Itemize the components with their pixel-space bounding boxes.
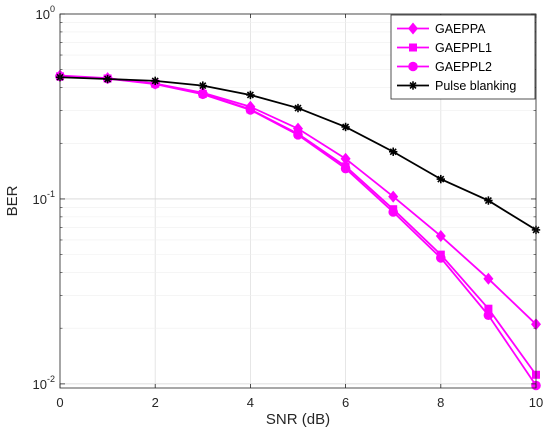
x-tick-label: 0 <box>56 395 63 410</box>
star-stroke <box>389 148 397 156</box>
series-group <box>55 69 541 391</box>
star-stroke <box>409 81 417 90</box>
data-point <box>103 74 112 84</box>
data-point <box>484 304 493 313</box>
data-point <box>245 105 256 115</box>
x-tick-label: 4 <box>247 395 254 410</box>
data-point <box>435 230 446 243</box>
data-point <box>198 89 208 100</box>
x-tick-label: 8 <box>437 395 444 410</box>
legend-marker <box>408 61 418 72</box>
legend-entry: GAEPPL2 <box>435 60 492 74</box>
star-stroke <box>342 123 350 131</box>
data-point <box>483 272 494 285</box>
y-axis-label: BER <box>4 185 21 216</box>
data-point <box>436 174 445 184</box>
data-point <box>388 190 399 203</box>
y-tick-label: 100 <box>36 4 55 22</box>
data-point <box>388 207 399 217</box>
data-point <box>293 103 303 113</box>
legend-entry: Pulse blanking <box>435 79 516 93</box>
star-stroke <box>151 77 159 85</box>
data-point <box>484 196 493 205</box>
data-point <box>436 253 446 263</box>
star-stroke <box>484 197 492 205</box>
plot-border <box>59 13 537 389</box>
x-tick-label: 2 <box>152 395 159 410</box>
legend-marker <box>409 43 417 52</box>
data-point <box>389 147 398 156</box>
x-tick-label: 6 <box>342 395 349 410</box>
star-stroke <box>246 91 254 99</box>
x-tick-label: 10 <box>529 395 543 410</box>
y-axis-ticks: 100 10-1 10-2 <box>33 4 536 392</box>
star-stroke <box>437 175 445 183</box>
data-point <box>341 122 350 132</box>
data-point <box>340 163 351 174</box>
data-point <box>483 310 494 321</box>
star-stroke <box>104 75 112 83</box>
y-tick-label: 10-1 <box>33 189 55 207</box>
star-stroke <box>199 82 207 90</box>
data-point <box>198 81 207 90</box>
data-point <box>340 152 351 165</box>
star-stroke <box>294 104 302 112</box>
x-axis-ticks: 0 2 4 6 8 10 <box>56 14 543 410</box>
data-point <box>246 90 255 100</box>
legend-marker <box>408 81 418 90</box>
data-point <box>151 76 160 86</box>
y-tick-label: 10-2 <box>33 374 55 392</box>
legend: GAEPPA GAEPPL1 GAEPPL2 Pulse blanking <box>390 14 536 100</box>
legend-entry: GAEPPL1 <box>435 41 492 55</box>
legend-entry: GAEPPA <box>435 22 486 36</box>
data-point <box>293 130 303 140</box>
legend-marker <box>408 22 418 35</box>
x-axis-label: SNR (dB) <box>266 411 330 428</box>
